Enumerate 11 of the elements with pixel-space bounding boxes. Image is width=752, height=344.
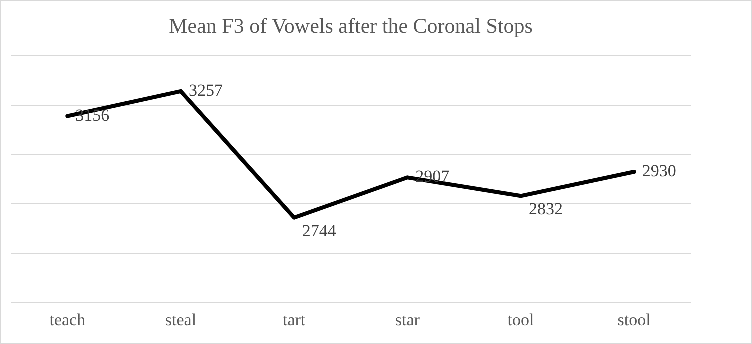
x-tick-label: steal bbox=[165, 310, 197, 330]
data-label: 2832 bbox=[529, 200, 563, 219]
x-tick-label: star bbox=[395, 310, 420, 330]
data-label: 2744 bbox=[302, 221, 337, 240]
chart-title: Mean F3 of Vowels after the Coronal Stops bbox=[169, 14, 533, 38]
x-tick-label: teach bbox=[50, 310, 86, 330]
x-tick-label: stool bbox=[618, 310, 652, 330]
data-label: 3257 bbox=[189, 80, 224, 100]
x-tick-label: tart bbox=[283, 310, 306, 330]
data-label: 2930 bbox=[642, 161, 676, 180]
x-tick-label: tool bbox=[508, 310, 534, 330]
